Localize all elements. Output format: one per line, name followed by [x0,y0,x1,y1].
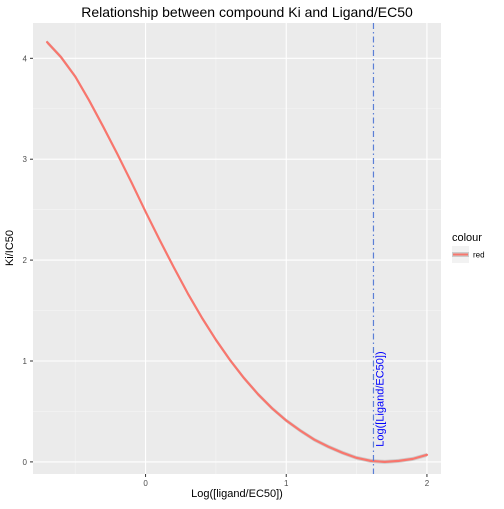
y-tick-label: 1 [23,357,28,366]
legend-entries: red [452,246,485,263]
series-layer [45,41,429,463]
y-tick-label: 3 [23,155,28,164]
y-tick-label: 0 [23,458,28,467]
series-line-red [45,41,429,463]
y-axis-label: Ki/IC50 [4,230,16,266]
y-tick-label: 4 [23,54,28,63]
x-axis-label: Log([ligand/EC50]) [191,488,283,500]
y-tick-label: 2 [23,256,28,265]
y-axis-ticks: 0 1 2 3 4 [23,54,33,467]
legend-title: colour [452,232,482,244]
legend: colour red [452,232,485,263]
x-tick-label: 1 [284,479,289,488]
legend-label-red: red [473,251,485,260]
x-tick-label: 0 [143,479,148,488]
x-tick-label: 2 [425,479,430,488]
chart-title: Relationship between compound Ki and Lig… [81,4,413,20]
annotation-layer: Log([Ligand/EC50]) [372,23,386,474]
annotation-vline-label: Log([Ligand/EC50]) [374,351,386,446]
x-axis-ticks: 0 1 2 [143,474,430,488]
